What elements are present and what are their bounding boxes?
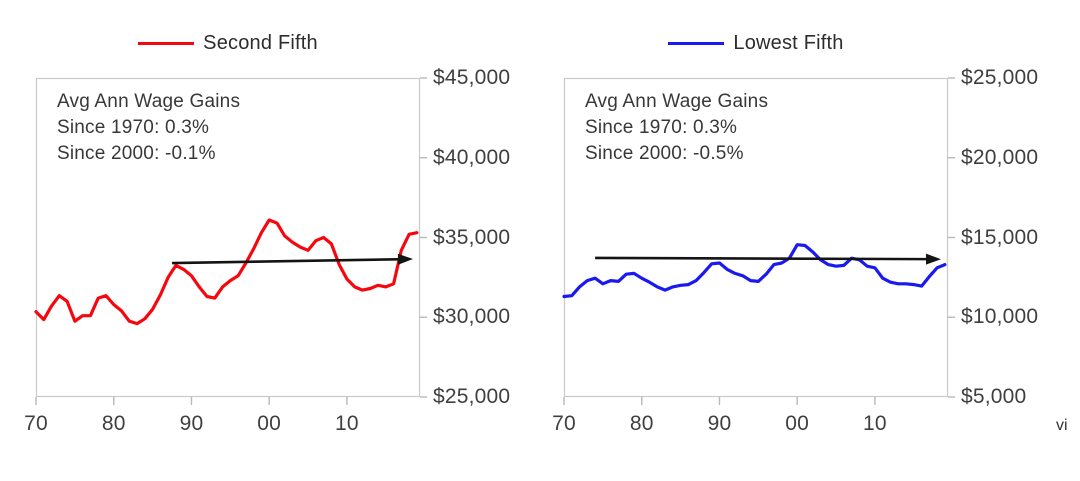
legend-lowest-fifth: Lowest Fifth <box>564 32 948 54</box>
trend-arrow-shaft <box>172 257 399 265</box>
legend-line-swatch-blue <box>668 41 725 45</box>
x-tick-label: 90 <box>707 412 732 435</box>
plot-border <box>563 77 949 398</box>
annotation-line: Since 2000: -0.1% <box>57 143 216 164</box>
x-tick-label: 00 <box>257 412 282 435</box>
y-tick-label: $25,000 <box>961 66 1039 89</box>
trend-arrow-shaft <box>595 256 927 261</box>
y-tick-label: $40,000 <box>433 145 511 169</box>
data-line <box>562 243 947 299</box>
annotation-line: Since 2000: -0.5% <box>585 143 744 164</box>
trend-arrow-head <box>397 253 414 265</box>
y-tick-label: $25,000 <box>433 385 511 408</box>
annotation-line: Since 1970: 0.3% <box>57 117 210 138</box>
annotation-second-fifth: Avg Ann Wage Gains Since 1970: 0.3% Sinc… <box>57 89 240 167</box>
x-tick-label: 90 <box>179 412 204 435</box>
annotation-line: Since 1970: 0.3% <box>585 117 738 138</box>
legend-label: Second Fifth <box>203 31 318 54</box>
annotation-line: Avg Ann Wage Gains <box>585 91 769 112</box>
x-tick-label: 70 <box>24 412 48 435</box>
y-tick-label: $30,000 <box>433 305 511 329</box>
line-plot-lowest-fifth <box>562 77 955 405</box>
y-tick-label: $35,000 <box>433 225 511 249</box>
y-tick-label: $10,000 <box>961 305 1039 329</box>
legend-label: Lowest Fifth <box>733 31 844 54</box>
y-tick-label: $5,000 <box>961 385 1027 408</box>
x-tick-label: 00 <box>785 412 810 435</box>
x-tick-label: 10 <box>335 412 359 435</box>
y-tick-label: $15,000 <box>961 225 1039 249</box>
plot-border <box>35 77 421 398</box>
legend-line-swatch-red <box>138 41 195 45</box>
x-tick-label: 80 <box>629 412 654 435</box>
x-tick-label: 10 <box>863 412 887 435</box>
trend-arrow-head <box>925 253 942 265</box>
annotation-lowest-fifth: Avg Ann Wage Gains Since 1970: 0.3% Sinc… <box>585 89 768 167</box>
y-tick-label: $45,000 <box>433 66 511 89</box>
annotation-line: Avg Ann Wage Gains <box>57 91 241 112</box>
legend-second-fifth: Second Fifth <box>36 32 420 54</box>
x-tick-label: 80 <box>101 412 126 435</box>
data-line <box>34 218 419 326</box>
line-plot-second-fifth <box>34 77 427 405</box>
y-tick-label: $20,000 <box>961 145 1039 169</box>
x-tick-label: 70 <box>552 412 576 435</box>
watermark-text: vi <box>1056 417 1068 434</box>
